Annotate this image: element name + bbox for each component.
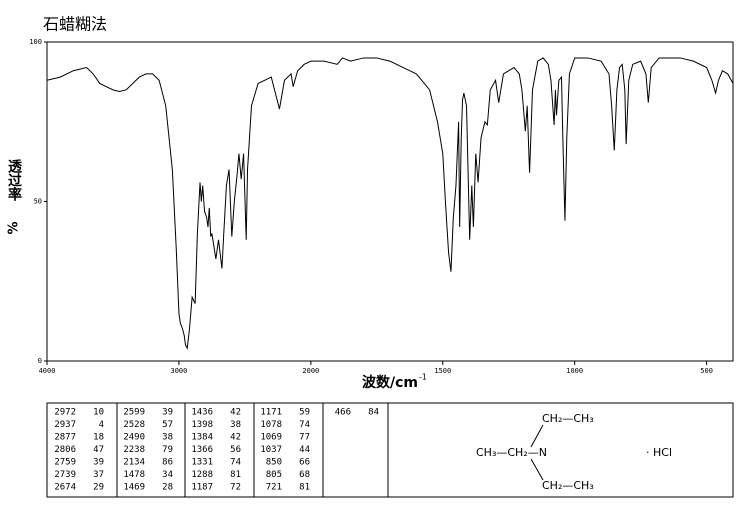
- spectrum-line: [46, 57, 734, 350]
- table-transmittance: 56: [230, 445, 241, 455]
- table-transmittance: 39: [162, 408, 173, 418]
- table-wavenumber: 1331: [191, 458, 213, 468]
- table-transmittance: 34: [162, 470, 173, 480]
- table-wavenumber: 1436: [191, 408, 213, 418]
- plot-frame: [46, 41, 734, 362]
- table-wavenumber: 1478: [123, 470, 145, 480]
- table-transmittance: 79: [162, 445, 173, 455]
- table-wavenumber: 2528: [123, 420, 145, 430]
- table-wavenumber: 805: [266, 470, 282, 480]
- table-frame: [46, 402, 734, 498]
- table-wavenumber: 721: [266, 483, 282, 493]
- x-tick-label: 4000: [39, 367, 56, 375]
- table-transmittance: 84: [368, 408, 379, 418]
- table-transmittance: 59: [299, 408, 310, 418]
- table-wavenumber: 1384: [191, 433, 213, 443]
- table-wavenumber: 2739: [54, 470, 76, 480]
- x-tick-label: 3000: [170, 367, 187, 375]
- table-wavenumber: 2134: [123, 458, 145, 468]
- table-wavenumber: 2937: [54, 420, 76, 430]
- table-transmittance: 74: [299, 420, 310, 430]
- x-axis-label-sup: -1: [419, 373, 427, 382]
- structure-text: · HCl: [646, 446, 672, 459]
- table-wavenumber: 850: [266, 458, 282, 468]
- table-wavenumber: 1398: [191, 420, 213, 430]
- table-wavenumber: 466: [335, 408, 351, 418]
- chart-title: 石蜡糊法: [43, 15, 107, 34]
- table-transmittance: 44: [299, 445, 310, 455]
- table-wavenumber: 1078: [260, 420, 282, 430]
- table-transmittance: 57: [162, 420, 173, 430]
- x-tick-label: 2000: [302, 367, 319, 375]
- table-wavenumber: 1171: [260, 408, 282, 418]
- table-transmittance: 10: [93, 408, 104, 418]
- table-wavenumber: 2490: [123, 433, 145, 443]
- table-wavenumber: 1187: [191, 483, 213, 493]
- table-transmittance: 38: [162, 433, 173, 443]
- table-wavenumber: 2599: [123, 408, 145, 418]
- table-transmittance: 42: [230, 408, 241, 418]
- table-transmittance: 66: [299, 458, 310, 468]
- table-transmittance: 47: [93, 445, 104, 455]
- table-wavenumber: 2877: [54, 433, 76, 443]
- x-tick-label: 1000: [566, 367, 583, 375]
- structure-text: CH₂—CH₃: [542, 412, 594, 425]
- table-transmittance: 86: [162, 458, 173, 468]
- table-transmittance: 29: [93, 483, 104, 493]
- table-wavenumber: 2759: [54, 458, 76, 468]
- bond: [530, 424, 544, 448]
- table-wavenumber: 1037: [260, 445, 282, 455]
- x-tick-label: 1500: [434, 367, 451, 375]
- table-transmittance: 68: [299, 470, 310, 480]
- table-wavenumber: 1366: [191, 445, 213, 455]
- table-transmittance: 37: [93, 470, 104, 480]
- table-transmittance: 77: [299, 433, 310, 443]
- y-tick-label: 50: [34, 198, 42, 206]
- table-wavenumber: 1069: [260, 433, 282, 443]
- table-transmittance: 74: [230, 458, 241, 468]
- structure-text: CH₂—CH₃: [542, 479, 594, 492]
- x-axis-label: 波数/cm: [362, 374, 418, 391]
- structure-text: CH₃—CH₂—N: [476, 446, 547, 459]
- table-transmittance: 4: [99, 420, 104, 430]
- table-wavenumber: 2238: [123, 445, 145, 455]
- y-tick-label: 100: [29, 38, 42, 46]
- table-transmittance: 38: [230, 420, 241, 430]
- table-wavenumber: 2674: [54, 483, 76, 493]
- table-transmittance: 18: [93, 433, 104, 443]
- table-wavenumber: 1469: [123, 483, 145, 493]
- table-wavenumber: 2806: [54, 445, 76, 455]
- y-axis-unit: %: [7, 221, 22, 234]
- table-transmittance: 81: [230, 470, 241, 480]
- y-axis-label: 透过率: [6, 159, 22, 202]
- table-transmittance: 39: [93, 458, 104, 468]
- table-transmittance: 72: [230, 483, 241, 493]
- table-transmittance: 81: [299, 483, 310, 493]
- bond: [530, 458, 544, 481]
- x-tick-label: 500: [700, 367, 713, 375]
- table-transmittance: 28: [162, 483, 173, 493]
- y-tick-label: 0: [38, 357, 42, 365]
- table-wavenumber: 2972: [54, 408, 76, 418]
- table-wavenumber: 1288: [191, 470, 213, 480]
- table-transmittance: 42: [230, 433, 241, 443]
